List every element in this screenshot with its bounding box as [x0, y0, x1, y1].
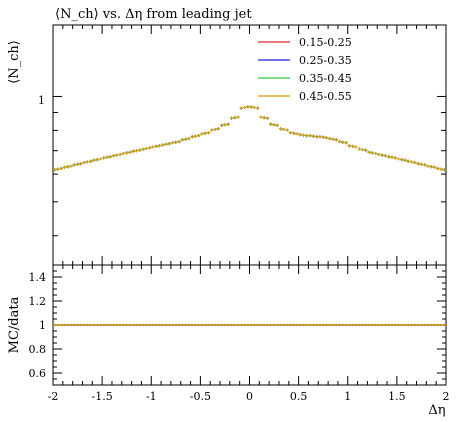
legend-label: 0.45-0.55	[299, 90, 352, 103]
ratio-data-series	[53, 323, 446, 327]
xtick-label: -2	[48, 390, 59, 403]
series-0.15-0.25	[53, 105, 446, 172]
legend: 0.15-0.25 0.25-0.35 0.35-0.45 0.45-0.55	[258, 36, 352, 103]
main-axis-ticks	[52, 25, 447, 265]
ratio-ytick-label: 1.2	[29, 295, 47, 308]
main-plot-frame	[52, 24, 447, 266]
xtick-label: 1	[344, 390, 351, 403]
xtick-label: -1	[146, 390, 157, 403]
series-0.35-0.45	[53, 105, 446, 172]
series-0.45-0.55	[53, 105, 446, 172]
main-data-series	[53, 105, 446, 172]
legend-label: 0.15-0.25	[299, 36, 352, 49]
xtick-label: 0	[246, 390, 253, 403]
ratio-ytick-label: 0.6	[29, 367, 47, 380]
ratio-ytick-label: 0.8	[29, 343, 47, 356]
ratio-ytick-label: 1	[39, 319, 46, 332]
xtick-label: -0.5	[190, 390, 211, 403]
legend-label: 0.25-0.35	[299, 54, 352, 67]
ratio-axis-ticks: 0.6 0.8 1 1.2 1.4 -2 -1.5 -1 -0.5 0 0.5 1 1.5 2	[29, 265, 450, 403]
chart-title: ⟨N_ch⟩ vs. Δη from leading jet	[55, 7, 252, 22]
xtick-label: -1.5	[92, 390, 113, 403]
ratio-ylabel: MC/data	[7, 296, 22, 353]
xlabel: Δη	[428, 403, 445, 418]
main-ylabel: ⟨N_ch⟩	[7, 40, 22, 84]
main-ytick-label: 1	[38, 94, 45, 107]
xtick-label: 1.5	[388, 390, 406, 403]
xtick-label: 0.5	[290, 390, 308, 403]
xtick-label: 2	[443, 390, 450, 403]
legend-label: 0.35-0.45	[299, 72, 352, 85]
ratio-ytick-label: 1.4	[29, 271, 47, 284]
series-0.25-0.35	[53, 105, 446, 172]
